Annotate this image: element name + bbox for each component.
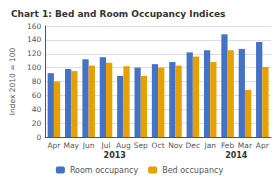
svg-text:Jun: Jun (82, 141, 95, 150)
svg-text:2013: 2013 (104, 151, 126, 160)
svg-text:100: 100 (27, 63, 42, 72)
svg-text:20: 20 (32, 119, 42, 128)
svg-text:60: 60 (32, 91, 42, 100)
svg-text:Nov: Nov (168, 141, 183, 150)
svg-text:Apr: Apr (47, 141, 61, 150)
svg-text:160: 160 (27, 22, 42, 31)
svg-text:40: 40 (32, 105, 42, 114)
svg-text:0: 0 (36, 133, 41, 142)
svg-text:Room occupancy: Room occupancy (70, 166, 139, 175)
svg-text:Sep: Sep (134, 141, 148, 150)
svg-text:2014: 2014 (225, 151, 248, 160)
svg-text:Oct: Oct (152, 141, 165, 150)
svg-text:Aug: Aug (116, 141, 131, 150)
svg-text:Jul: Jul (100, 141, 110, 150)
svg-text:140: 140 (27, 35, 42, 44)
svg-text:Bed occupancy: Bed occupancy (162, 166, 223, 175)
svg-text:120: 120 (27, 49, 42, 58)
svg-text:Jan: Jan (203, 141, 216, 150)
svg-text:May: May (64, 141, 80, 150)
svg-text:80: 80 (32, 77, 42, 86)
svg-text:Index 2010 = 100: Index 2010 = 100 (8, 48, 17, 116)
svg-text:Mar: Mar (238, 141, 253, 150)
svg-text:Apr: Apr (256, 141, 270, 150)
svg-text:Dec: Dec (186, 141, 201, 150)
svg-text:Feb: Feb (221, 141, 235, 150)
svg-text:Chart 1: Bed and Room Occupanc: Chart 1: Bed and Room Occupancy Indices (11, 9, 225, 19)
